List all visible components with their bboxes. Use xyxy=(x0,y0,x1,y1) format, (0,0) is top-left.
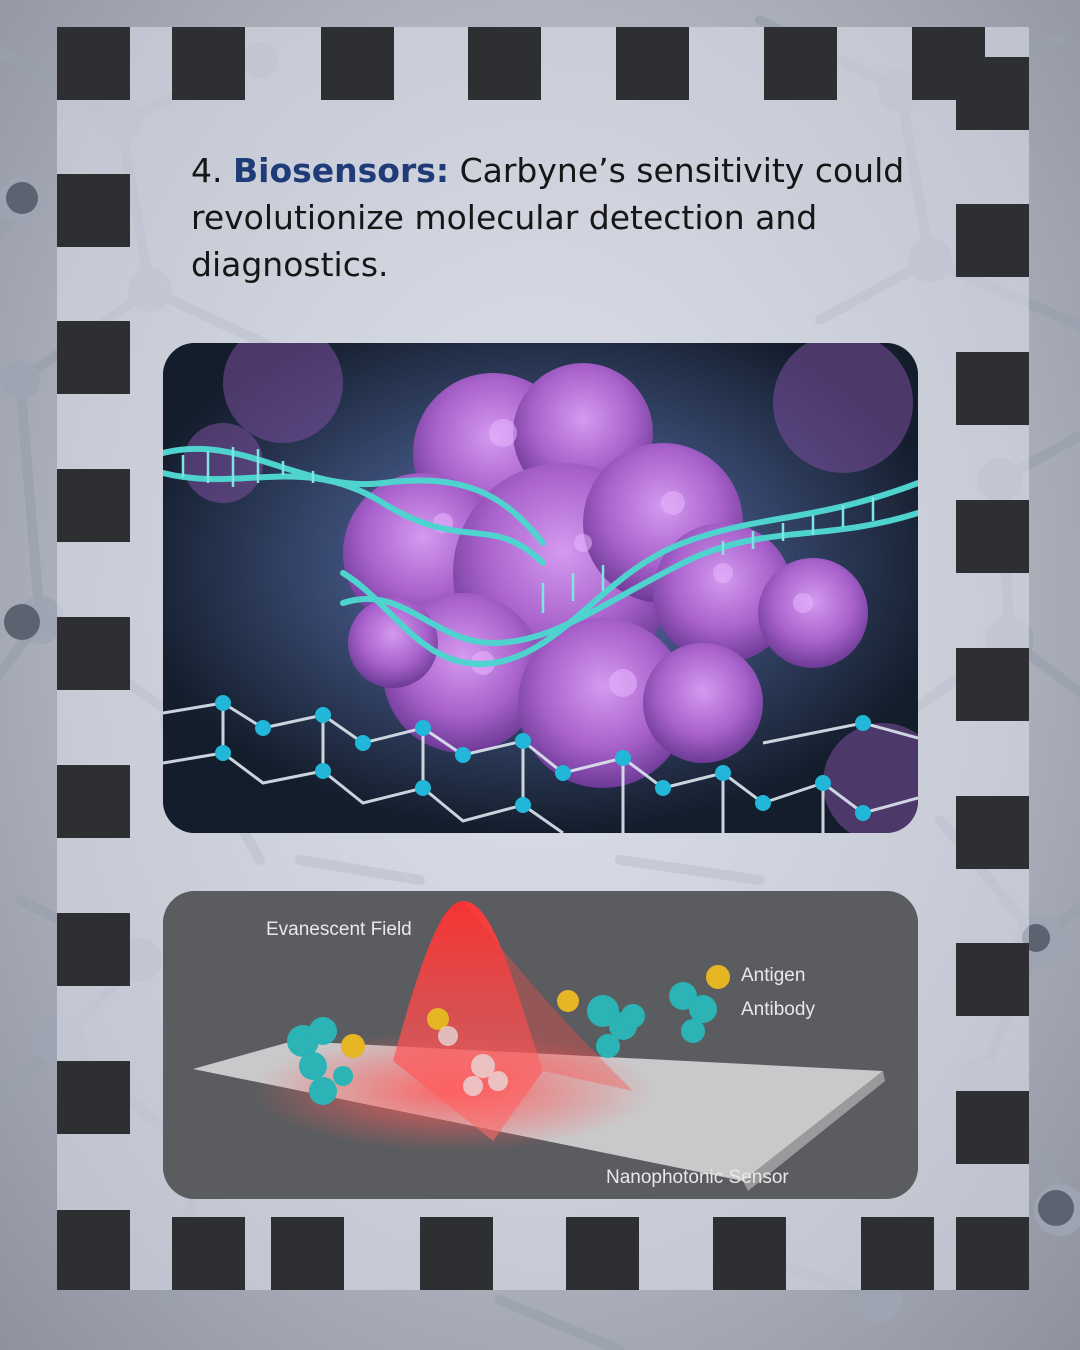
nanophotonic-sensor-illustration-icon xyxy=(163,891,918,1199)
caption-body: Carbyne’s sensitivity could revolutioniz… xyxy=(191,151,905,284)
caption-text: 4. Biosensors: Carbyne’s sensitivity cou… xyxy=(191,147,951,288)
nanophotonic-sensor-image: Evanescent Field Antigen Antibody Nanoph… xyxy=(163,891,918,1199)
antibody-label: Antibody xyxy=(741,999,815,1020)
caption-number: 4. xyxy=(191,151,223,190)
caption-highlight: Biosensors: xyxy=(233,151,450,190)
nanophotonic-sensor-label: Nanophotonic Sensor xyxy=(606,1167,789,1188)
protein-dna-graphene-illustration-icon xyxy=(163,343,918,833)
protein-dna-image xyxy=(163,343,918,833)
evanescent-field-label: Evanescent Field xyxy=(266,919,412,940)
antigen-label: Antigen xyxy=(741,965,806,986)
